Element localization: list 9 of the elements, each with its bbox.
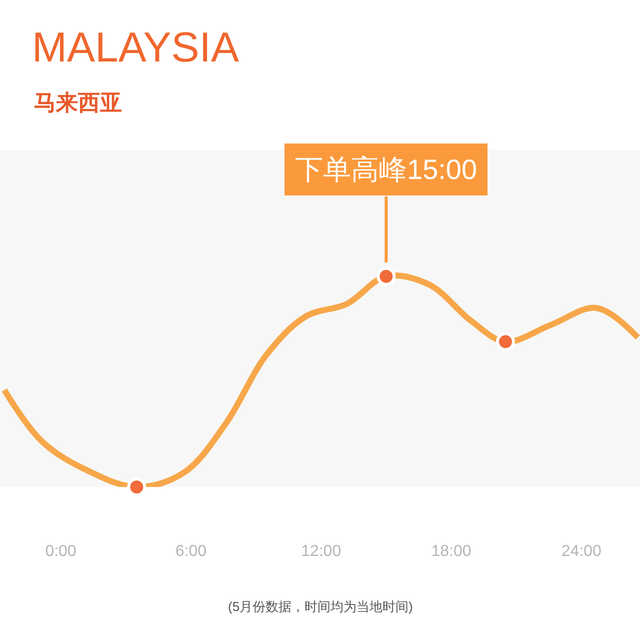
annotation: 下单高峰15:00	[295, 154, 478, 185]
x-tick-label: 6:00	[175, 543, 207, 560]
text: (5月份数据，时间均为当地时间)	[228, 599, 413, 614]
x-tick-label: 0:00	[45, 543, 76, 560]
x-tick-label: 18:00	[431, 543, 472, 560]
chart-subtitle: 马来西亚	[34, 90, 122, 115]
x-tick-label: 12:00	[301, 543, 342, 560]
chart-title: MALAYSIA	[32, 23, 239, 70]
x-tick-label: 24:00	[561, 543, 602, 560]
